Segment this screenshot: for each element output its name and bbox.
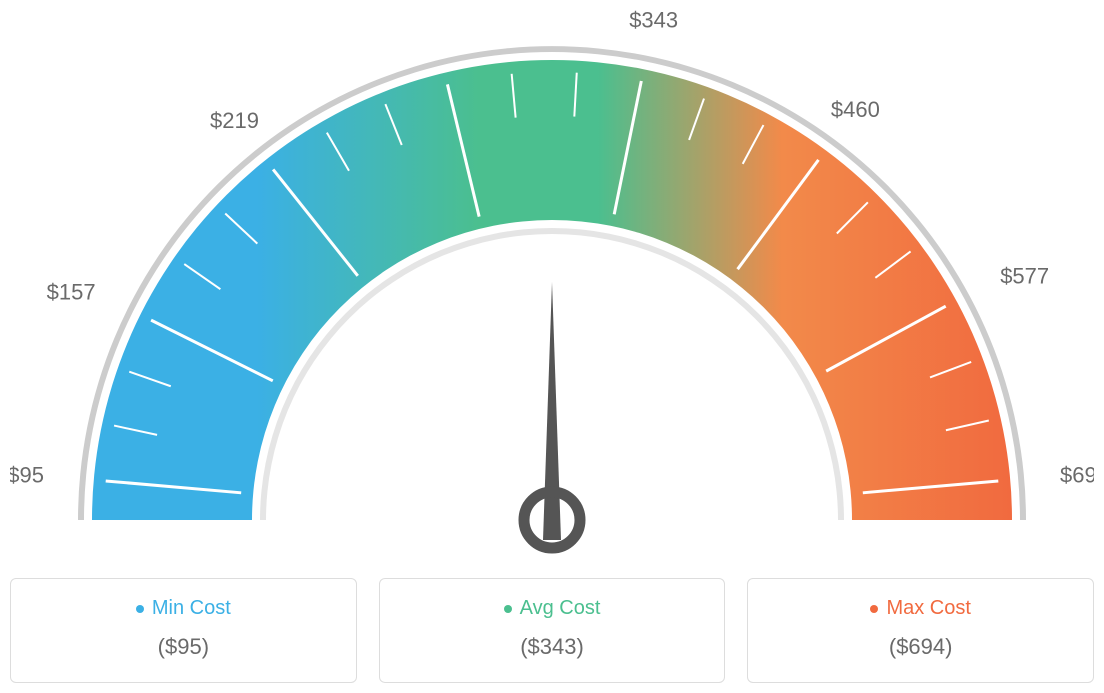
legend-card: Min Cost ($95) (10, 578, 357, 683)
legend-label: Avg Cost (504, 597, 601, 620)
legend-label: Max Cost (870, 597, 970, 620)
cost-gauge-chart: $95 $157 $219 $343 $460 $577 $694 Min Cost ($95… (10, 10, 1094, 683)
legend-dot-icon (136, 605, 144, 613)
legend-dot-icon (504, 605, 512, 613)
tick-label: $460 (831, 97, 880, 122)
legend-label-text: Avg Cost (520, 597, 601, 620)
legend-row: Min Cost ($95) Avg Cost ($343) Max Cost ($694… (10, 578, 1094, 683)
legend-label-text: Min Cost (152, 597, 231, 620)
legend-card: Max Cost ($694) (747, 578, 1094, 683)
tick-label: $157 (47, 279, 96, 304)
gauge-area: $95 $157 $219 $343 $460 $577 $694 (10, 10, 1094, 570)
tick-label: $219 (210, 108, 259, 133)
legend-card: Avg Cost ($343) (379, 578, 726, 683)
tick-label: $95 (10, 463, 44, 488)
tick-label: $694 (1060, 463, 1094, 488)
legend-dot-icon (870, 605, 878, 613)
legend-label: Min Cost (136, 597, 231, 620)
gauge-needle (543, 282, 561, 540)
legend-value: ($694) (758, 634, 1083, 660)
legend-value: ($95) (21, 634, 346, 660)
tick-label: $577 (1000, 264, 1049, 289)
legend-value: ($343) (390, 634, 715, 660)
gauge-svg: $95 $157 $219 $343 $460 $577 $694 (10, 10, 1094, 570)
tick-label: $343 (629, 10, 678, 32)
legend-label-text: Max Cost (886, 597, 970, 620)
